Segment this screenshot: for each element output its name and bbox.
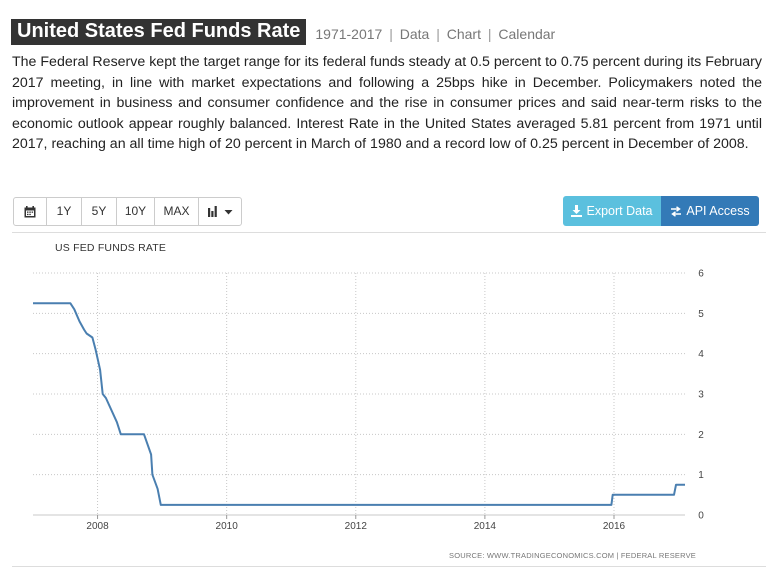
chart-title: US FED FUNDS RATE [55,242,167,254]
calendar-button[interactable] [14,198,47,225]
y-tick-label: 3 [698,390,704,401]
separator: | [389,25,393,42]
swap-arrows-icon [671,205,682,217]
chart-type-button[interactable] [199,198,241,225]
x-tick-label: 2012 [345,521,368,532]
x-tick-label: 2016 [603,521,626,532]
chart-source: SOURCE: WWW.TRADINGECONOMICS.COM | FEDER… [449,551,696,560]
y-tick-label: 5 [698,309,704,320]
chart-toolbar: 1Y 5Y 10Y MAX [13,197,242,226]
api-access-label: API Access [686,204,750,218]
range-label: 1971-2017 [315,25,383,42]
chart-area: US FED FUNDS RATE 0 1 2 3 4 5 6 2008 2010 2012 201… [12,232,766,567]
range-5y-button[interactable]: 5Y [82,198,117,225]
chart-svg: 0 1 2 3 4 5 6 2008 2010 2012 2014 2016 [33,269,704,532]
calendar-link[interactable]: Calendar [498,25,556,42]
separator: | [487,25,492,42]
x-tick-label: 2014 [474,521,497,532]
download-icon [571,205,583,217]
y-tick-label: 6 [698,269,704,280]
bar-chart-icon [207,206,217,217]
page-title: United States Fed Funds Rate [11,19,307,45]
calendar-icon [24,205,36,217]
range-10y-button[interactable]: 10Y [117,198,155,225]
data-link[interactable]: Data [399,25,430,42]
y-tick-label: 1 [698,470,704,481]
separator: | [436,25,440,42]
export-data-button[interactable]: Export Data [563,196,661,226]
y-tick-label: 4 [698,349,704,360]
series-line [33,302,685,506]
range-1y-button[interactable]: 1Y [47,198,82,225]
range-max-button[interactable]: MAX [155,198,199,225]
export-data-label: Export Data [586,204,653,218]
caret-down-icon [224,209,232,214]
api-access-button[interactable]: API Access [661,196,759,226]
x-tick-label: 2010 [216,521,239,532]
chart-link[interactable]: Chart [446,25,481,42]
title-links: 1971-2017 | Data | Chart | Calendar [315,18,555,47]
y-tick-label: 2 [698,430,704,441]
y-tick-label: 0 [698,511,704,522]
description: The Federal Reserve kept the target rang… [12,54,762,152]
title-row: United States Fed Funds Rate 1971-2017 |… [11,19,555,45]
x-tick-label: 2008 [86,521,109,532]
